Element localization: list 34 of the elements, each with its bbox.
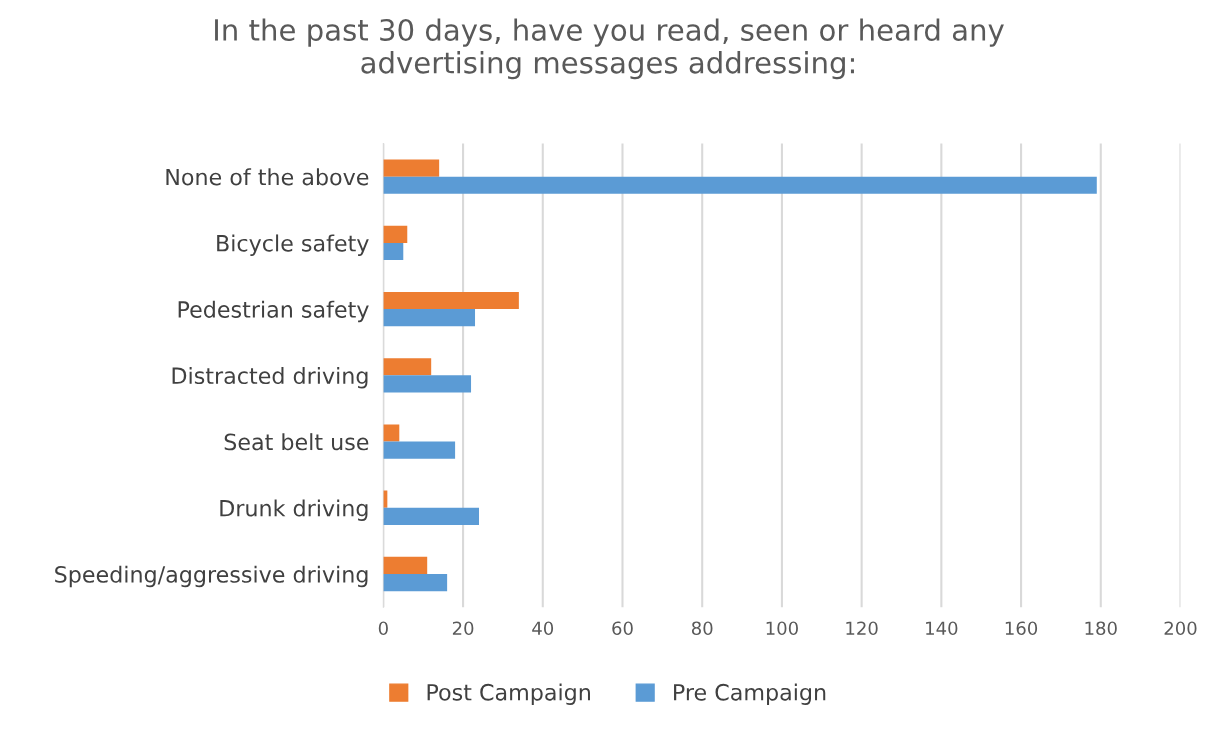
bar: [383, 507, 480, 526]
x-tick-label: 40: [532, 621, 554, 636]
y-tick-label: Bicycle safety: [217, 234, 369, 256]
x-tick-label: 160: [1005, 621, 1038, 636]
x-tick-label: 140: [926, 621, 958, 636]
x-tick-label: 0: [378, 621, 388, 636]
x-tick-label: 80: [691, 621, 713, 636]
y-tick-label: Pedestrian safety: [178, 300, 369, 323]
x-tick-label: 100: [766, 621, 798, 636]
bar: [383, 225, 408, 243]
bar: [383, 424, 400, 442]
x-tick-label: 20: [452, 621, 474, 636]
bar: [383, 242, 404, 261]
bar: [383, 176, 1097, 194]
bar: [383, 309, 476, 327]
x-tick-label: 60: [612, 621, 633, 636]
y-tick-label: Drunk driving: [220, 499, 368, 521]
bar: [383, 375, 472, 393]
bar: [383, 556, 428, 575]
bar: [383, 358, 432, 376]
x-tick-label: 200: [1164, 621, 1197, 636]
bar: [383, 291, 519, 310]
legend-label: Post Campaign: [427, 683, 590, 705]
bar: [383, 159, 440, 177]
y-tick-label: Distracted driving: [172, 366, 368, 389]
chart-title: In the past 30 days, have you read, seen or heard any advertising messages addressing:: [215, 18, 1004, 80]
bar: [383, 574, 448, 592]
y-tick-label: Seat belt use: [224, 433, 369, 451]
bar: [383, 441, 456, 459]
legend-label: Pre Campaign: [674, 683, 826, 705]
y-tick-label: Speeding/aggressive driving: [55, 565, 368, 588]
y-tick-label: None of the above: [166, 168, 369, 186]
x-tick-label: 120: [846, 621, 878, 636]
x-tick-label: 180: [1085, 621, 1117, 636]
